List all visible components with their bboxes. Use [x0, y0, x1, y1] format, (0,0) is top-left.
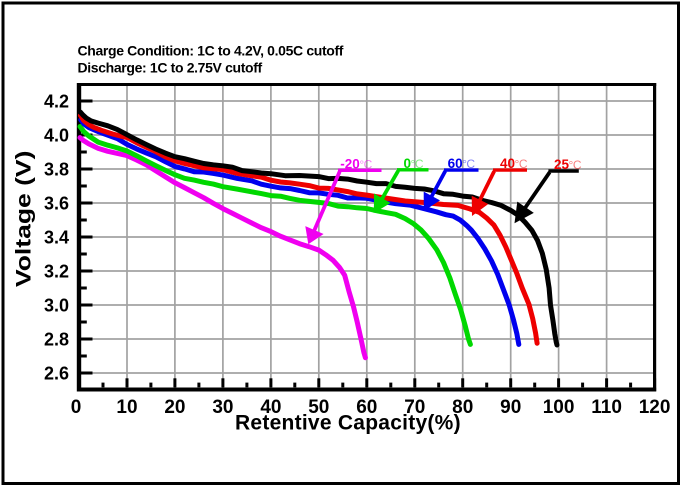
svg-text:0: 0: [71, 397, 82, 418]
svg-text:70: 70: [404, 397, 425, 418]
svg-text:Discharge: 1C to 2.75V cutoff: Discharge: 1C to 2.75V cutoff: [78, 59, 263, 75]
svg-text:4.2: 4.2: [44, 91, 69, 111]
svg-text:3.8: 3.8: [44, 159, 69, 179]
svg-text:3.6: 3.6: [44, 193, 69, 213]
svg-text:90: 90: [500, 397, 521, 418]
svg-text:40°C: 40°C: [500, 156, 528, 171]
svg-text:30: 30: [212, 397, 233, 418]
svg-text:2.8: 2.8: [44, 329, 69, 349]
svg-text:110: 110: [591, 397, 622, 418]
svg-text:20: 20: [164, 397, 185, 418]
svg-text:25°C: 25°C: [554, 157, 582, 172]
svg-text:10: 10: [116, 397, 137, 418]
svg-text:60: 60: [356, 397, 377, 418]
svg-text:3.4: 3.4: [44, 227, 69, 247]
svg-text:Voltage (V): Voltage (V): [12, 151, 36, 287]
svg-text:4.0: 4.0: [44, 125, 69, 145]
svg-text:80: 80: [452, 397, 473, 418]
svg-text:40: 40: [260, 397, 281, 418]
svg-text:-20°C: -20°C: [340, 156, 372, 171]
svg-text:2.6: 2.6: [44, 363, 69, 383]
svg-text:120: 120: [639, 397, 671, 418]
svg-text:3.0: 3.0: [44, 295, 69, 315]
svg-text:0°C: 0°C: [404, 156, 424, 171]
svg-text:3.2: 3.2: [44, 261, 69, 281]
svg-text:60°C: 60°C: [448, 156, 476, 171]
svg-text:Charge Condition: 1C to 4.2V,: Charge Condition: 1C to 4.2V, 0.05C cuto…: [78, 42, 344, 58]
svg-text:Retentive Capacity(%): Retentive Capacity(%): [235, 412, 461, 435]
svg-text:50: 50: [308, 397, 329, 418]
svg-text:100: 100: [543, 397, 575, 418]
